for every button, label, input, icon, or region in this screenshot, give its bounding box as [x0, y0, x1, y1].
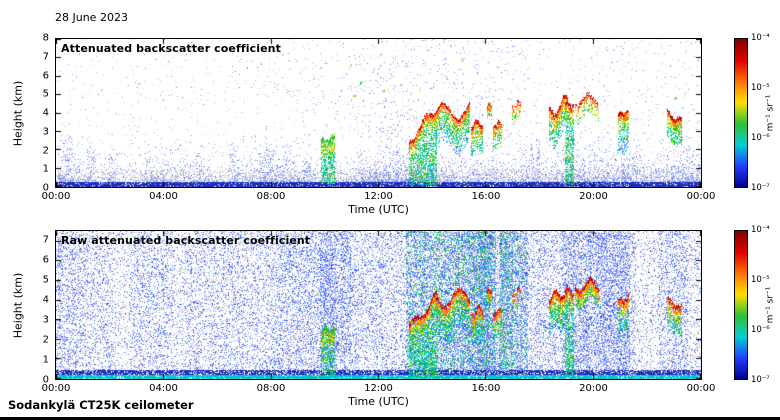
y-tick-label: 1	[42, 354, 49, 366]
colorbar-tick-label: 10⁻⁶	[751, 325, 770, 335]
colorbar-tick-label: 10⁻⁷	[751, 183, 770, 193]
y-tick-label: 2	[42, 334, 49, 346]
x-tick-label: 04:00	[149, 383, 178, 394]
heatmap-canvas-attenuated	[56, 39, 701, 187]
y-tick-label: 3	[42, 126, 49, 138]
x-axis-ticks-bottom: 00:00 04:00 08:00 12:00 16:00 20:00 00:00	[42, 383, 716, 395]
y-axis-label-top: Height (km)	[10, 38, 26, 188]
colorbar-unit-bottom-text: m⁻¹ sr⁻¹	[765, 286, 776, 324]
x-tick-label: 04:00	[149, 191, 178, 202]
x-tick-label: 12:00	[364, 191, 393, 202]
y-tick-label: 0	[42, 374, 49, 386]
y-tick-label: 5	[42, 88, 49, 100]
y-tick-label: 4	[42, 294, 49, 306]
x-axis-label-bottom: Time (UTC)	[348, 395, 409, 408]
colorbar-tick-label: 10⁻⁷	[751, 375, 770, 385]
footer-label: Sodankylä CT25K ceilometer	[8, 398, 194, 412]
y-tick-label: 6	[42, 254, 49, 266]
colorbar-tick-label: 10⁻⁴	[751, 225, 770, 235]
y-tick-label: 5	[42, 274, 49, 286]
heatmap-canvas-raw	[56, 231, 701, 379]
colorbar-unit-bottom: m⁻¹ sr⁻¹	[762, 230, 778, 380]
y-tick-label: 0	[42, 182, 49, 194]
plot-title-raw: Raw attenuated backscatter coefficient	[61, 234, 311, 247]
plot-area-attenuated: Attenuated backscatter coefficient	[55, 38, 702, 188]
y-axis-ticks-bottom: 0 1 2 3 4 5 6 7	[34, 230, 52, 386]
colorbar-unit-top: m⁻¹ sr⁻¹	[762, 38, 778, 188]
x-tick-label: 08:00	[256, 191, 286, 202]
y-tick-label: 6	[42, 70, 49, 81]
x-tick-label: 08:00	[256, 383, 286, 394]
x-tick-label: 00:00	[41, 383, 71, 394]
colorbar-ticks-top: 10⁻⁴ 10⁻⁵ 10⁻⁶ 10⁻⁷	[751, 33, 777, 193]
y-tick-label: 3	[42, 314, 49, 326]
colorbar-tick-label: 10⁻⁵	[751, 83, 770, 93]
plot-title-attenuated: Attenuated backscatter coefficient	[61, 42, 281, 55]
x-axis-ticks-top: 00:00 04:00 08:00 12:00 16:00 20:00 00:00	[42, 191, 716, 203]
y-tick-label: 7	[42, 234, 49, 246]
colorbar-tick-label: 10⁻⁵	[751, 275, 770, 285]
y-axis-label-top-text: Height (km)	[11, 80, 25, 146]
x-tick-label: 00:00	[686, 191, 716, 202]
y-tick-label: 8	[42, 32, 49, 44]
y-axis-ticks-top: 0 1 2 3 4 5 6 7 8	[34, 33, 52, 194]
x-tick-label: 20:00	[579, 383, 608, 394]
colorbar-top	[734, 38, 748, 188]
x-tick-label: 16:00	[471, 383, 501, 394]
y-tick-label: 1	[42, 163, 49, 175]
y-axis-label-bottom: Height (km)	[10, 230, 26, 380]
colorbar-tick-label: 10⁻⁶	[751, 133, 770, 143]
x-tick-label: 16:00	[471, 191, 501, 202]
x-tick-label: 00:00	[41, 191, 71, 202]
date-label: 28 June 2023	[55, 11, 128, 24]
colorbar-tick-label: 10⁻⁴	[751, 33, 770, 43]
colorbar-ticks-bottom: 10⁻⁴ 10⁻⁵ 10⁻⁶ 10⁻⁷	[751, 225, 777, 385]
x-tick-label: 00:00	[686, 383, 716, 394]
y-tick-label: 2	[42, 145, 49, 156]
colorbar-bottom	[734, 230, 748, 380]
y-tick-label: 4	[42, 107, 49, 119]
y-axis-label-bottom-text: Height (km)	[11, 272, 25, 338]
bottom-border	[0, 417, 780, 420]
plot-area-raw: Raw attenuated backscatter coefficient	[55, 230, 702, 380]
colorbar-unit-top-text: m⁻¹ sr⁻¹	[765, 94, 776, 132]
x-tick-label: 12:00	[364, 383, 393, 394]
x-axis-label-top: Time (UTC)	[348, 203, 409, 216]
y-tick-label: 7	[42, 51, 49, 63]
x-tick-label: 20:00	[579, 191, 608, 202]
